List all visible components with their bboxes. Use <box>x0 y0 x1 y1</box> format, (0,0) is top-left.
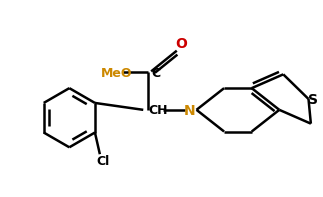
Text: C: C <box>151 67 160 80</box>
Text: MeO: MeO <box>101 67 132 80</box>
Text: S: S <box>308 93 318 107</box>
Text: N: N <box>184 104 195 118</box>
Text: CH: CH <box>148 104 168 117</box>
Text: O: O <box>175 37 187 51</box>
Text: Cl: Cl <box>96 155 109 168</box>
